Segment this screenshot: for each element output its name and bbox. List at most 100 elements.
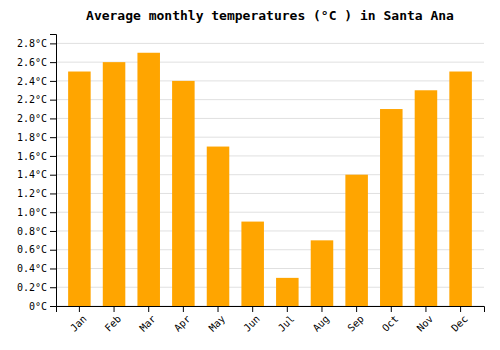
- y-tick-label: 2.0°C: [17, 113, 47, 124]
- y-tick: 2.8°C: [17, 38, 56, 49]
- y-tick-mark: [50, 287, 56, 288]
- x-tick: Apr: [172, 306, 193, 334]
- y-tick: 1.0°C: [17, 207, 56, 218]
- bar: [449, 72, 472, 306]
- y-tick: 0.2°C: [17, 282, 56, 293]
- x-tick-mark: [114, 306, 115, 312]
- bar: [345, 175, 368, 306]
- y-tick: 0°C: [29, 301, 56, 312]
- x-tick-label: Nov: [415, 313, 436, 334]
- x-axis: Jan Feb Mar Apr May Jun Jul Aug Sep Oct Nov Dec: [57, 306, 485, 334]
- x-tick: Aug: [311, 306, 332, 334]
- x-tick: Jun: [241, 306, 262, 334]
- y-tick-label: 0.8°C: [17, 226, 47, 237]
- x-tick-mark: [79, 306, 80, 312]
- x-tick-label: Jan: [68, 313, 89, 334]
- x-tick: Mar: [137, 306, 158, 334]
- bar: [415, 90, 438, 306]
- x-axis-line: [57, 307, 485, 313]
- bars: [68, 53, 472, 306]
- y-tick: 0.6°C: [17, 244, 56, 255]
- bar: [207, 147, 230, 306]
- y-tick-mark: [50, 100, 56, 101]
- x-tick-mark: [148, 306, 149, 312]
- y-tick: 2.6°C: [17, 57, 56, 68]
- x-tick-label: Sep: [345, 313, 366, 334]
- plot-area: JanFebMarAprMayJunJulAugSepOctNovDec0°C0…: [17, 35, 485, 334]
- x-tick-label: Jul: [276, 313, 297, 334]
- y-tick: 1.8°C: [17, 132, 56, 143]
- bar: [137, 53, 160, 306]
- y-tick-mark: [50, 212, 56, 213]
- y-tick-label: 0°C: [29, 301, 47, 312]
- bar: [241, 222, 264, 306]
- bar: [68, 72, 91, 306]
- x-tick: Jul: [276, 306, 297, 334]
- y-tick-mark: [50, 175, 56, 176]
- y-tick-label: 1.0°C: [17, 207, 47, 218]
- y-tick: 2.4°C: [17, 76, 56, 87]
- bar: [103, 62, 126, 306]
- y-tick-mark: [50, 43, 56, 44]
- x-tick-mark: [218, 306, 219, 312]
- x-tick: Sep: [345, 306, 366, 334]
- y-tick-mark: [50, 193, 56, 194]
- y-tick-mark: [50, 81, 56, 82]
- y-tick: 1.6°C: [17, 151, 56, 162]
- title: Average monthly temperatures (°C ) in Sa…: [86, 8, 454, 23]
- y-tick-label: 2.4°C: [17, 76, 47, 87]
- chart-container: Average monthly temperatures (°C ) in Sa…: [0, 0, 500, 350]
- x-tick-mark: [356, 306, 357, 312]
- y-tick-label: 2.6°C: [17, 57, 47, 68]
- x-tick-label: Oct: [380, 313, 401, 334]
- y-tick-label: 1.2°C: [17, 188, 47, 199]
- y-tick: 2.0°C: [17, 113, 56, 124]
- y-tick-label: 1.8°C: [17, 132, 47, 143]
- y-tick-mark: [50, 250, 56, 251]
- y-tick: 0.8°C: [17, 226, 56, 237]
- x-tick-mark: [425, 306, 426, 312]
- y-tick-label: 0.4°C: [17, 263, 47, 274]
- x-tick-label: Dec: [449, 313, 470, 334]
- grid: [56, 43, 484, 306]
- x-tick-label: Mar: [137, 313, 158, 334]
- grid-line: [56, 43, 484, 44]
- y-tick-mark: [50, 137, 56, 138]
- x-tick-mark: [183, 306, 184, 312]
- x-tick-label: Jun: [241, 313, 262, 334]
- x-tick: Oct: [380, 306, 401, 334]
- x-tick: Jan: [68, 306, 89, 334]
- y-tick-mark: [50, 118, 56, 119]
- y-tick-mark: [50, 306, 56, 307]
- y-tick-label: 1.6°C: [17, 151, 47, 162]
- y-tick-mark: [50, 268, 56, 269]
- y-tick-label: 2.2°C: [17, 94, 47, 105]
- chart-svg: Average monthly temperatures (°C ) in Sa…: [0, 0, 500, 350]
- x-tick-mark: [287, 306, 288, 312]
- bar: [380, 109, 403, 306]
- bar: [172, 81, 195, 306]
- y-axis: 0°C 0.2°C 0.4°C 0.6°C 0.8°C 1.0°C 1.2°C 1.4°C 1.…: [17, 35, 57, 312]
- x-tick-label: May: [207, 313, 228, 334]
- x-tick-label: Feb: [103, 313, 124, 334]
- x-tick-mark: [252, 306, 253, 312]
- y-tick-mark: [50, 156, 56, 157]
- x-tick-mark: [460, 306, 461, 312]
- x-tick: Nov: [415, 306, 436, 334]
- y-tick-label: 1.4°C: [17, 169, 47, 180]
- y-tick: 0.4°C: [17, 263, 56, 274]
- x-tick-label: Aug: [311, 313, 332, 334]
- x-tick: Dec: [449, 306, 470, 334]
- y-tick: 1.2°C: [17, 188, 56, 199]
- bar: [276, 278, 299, 306]
- y-tick-label: 2.8°C: [17, 38, 47, 49]
- y-tick-label: 0.2°C: [17, 282, 47, 293]
- y-tick-mark: [50, 231, 56, 232]
- y-tick-label: 0.6°C: [17, 244, 47, 255]
- x-tick-label: Apr: [172, 313, 193, 334]
- x-tick-mark: [321, 306, 322, 312]
- y-tick: 1.4°C: [17, 169, 56, 180]
- x-tick-mark: [391, 306, 392, 312]
- y-tick: 2.2°C: [17, 94, 56, 105]
- x-tick: May: [207, 306, 228, 334]
